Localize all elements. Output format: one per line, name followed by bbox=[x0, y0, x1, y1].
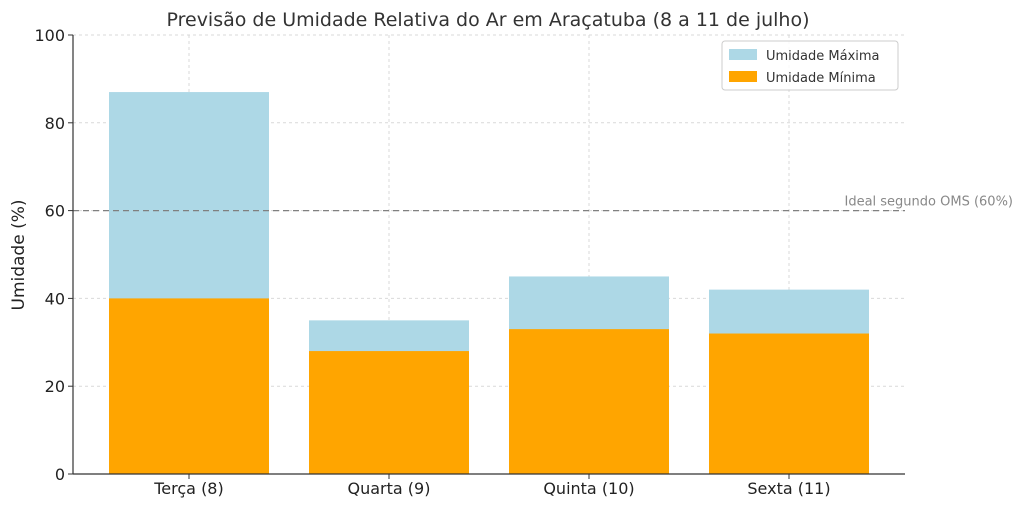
bars bbox=[109, 92, 869, 474]
y-tick-label: 60 bbox=[45, 202, 65, 221]
y-tick-label: 20 bbox=[45, 377, 65, 396]
reference-line-label: Ideal segundo OMS (60%) bbox=[844, 195, 1013, 210]
legend: Umidade Máxima Umidade Mínima bbox=[721, 40, 899, 91]
x-tick-label: Terça (8) bbox=[153, 479, 223, 498]
bar-min-humidity bbox=[309, 351, 469, 474]
reference-line-group: Ideal segundo OMS (60%) bbox=[73, 195, 1013, 212]
bar-min-humidity bbox=[109, 298, 269, 474]
legend-swatch bbox=[729, 49, 757, 60]
y-axis-label: Umidade (%) bbox=[9, 199, 29, 310]
x-tick-label: Quarta (9) bbox=[348, 479, 431, 498]
y-tick-label: 100 bbox=[34, 26, 65, 45]
legend-box bbox=[721, 40, 899, 91]
y-tick-label: 80 bbox=[45, 114, 65, 133]
legend-label: Umidade Máxima bbox=[766, 49, 880, 64]
chart-title: Previsão de Umidade Relativa do Ar em Ar… bbox=[166, 9, 809, 31]
legend-label: Umidade Mínima bbox=[766, 71, 876, 86]
x-tick-label: Quinta (10) bbox=[543, 479, 634, 498]
axes: 0 20 40 60 80 100 Terça (8) Quarta (9) Quinta (1… bbox=[34, 26, 905, 498]
legend-swatch bbox=[729, 71, 757, 82]
bar-min-humidity bbox=[709, 333, 869, 474]
y-tick-label: 40 bbox=[45, 289, 65, 308]
y-tick-label: 0 bbox=[55, 465, 65, 484]
x-tick-label: Sexta (11) bbox=[747, 479, 830, 498]
bar-min-humidity bbox=[509, 329, 669, 474]
